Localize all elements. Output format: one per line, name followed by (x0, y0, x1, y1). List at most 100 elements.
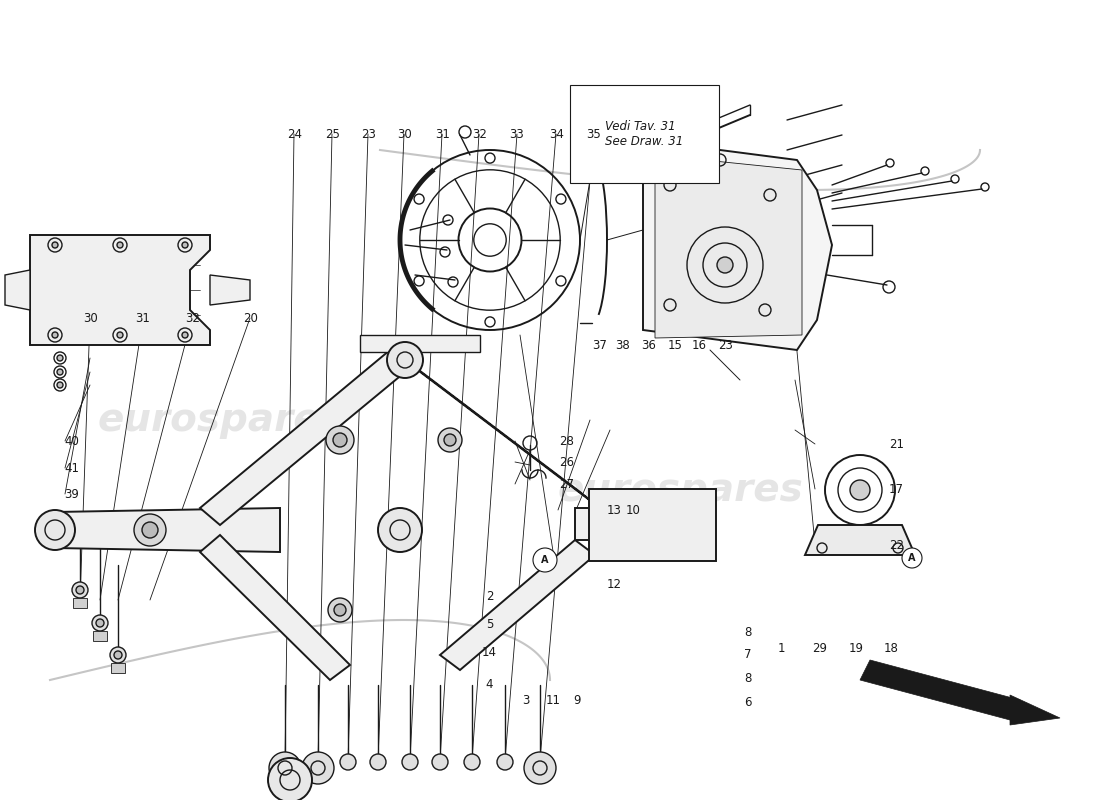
Circle shape (534, 548, 557, 572)
Polygon shape (200, 350, 410, 525)
Circle shape (270, 752, 301, 784)
Circle shape (114, 651, 122, 659)
Circle shape (497, 754, 513, 770)
Text: 26: 26 (559, 456, 574, 469)
Text: 35: 35 (586, 128, 602, 141)
Circle shape (340, 754, 356, 770)
Text: 34: 34 (549, 128, 564, 141)
Text: 22: 22 (889, 539, 904, 552)
Text: 11: 11 (546, 694, 561, 706)
Circle shape (328, 598, 352, 622)
Polygon shape (644, 140, 832, 350)
Text: 30: 30 (82, 312, 98, 325)
Circle shape (370, 754, 386, 770)
Polygon shape (654, 155, 802, 338)
Polygon shape (210, 275, 250, 305)
Text: 14: 14 (482, 646, 497, 658)
Circle shape (92, 615, 108, 631)
Polygon shape (1010, 695, 1060, 725)
Circle shape (110, 647, 126, 663)
Text: 17: 17 (889, 483, 904, 496)
Circle shape (182, 332, 188, 338)
Circle shape (52, 242, 58, 248)
Circle shape (117, 242, 123, 248)
Circle shape (378, 508, 422, 552)
Text: 24: 24 (287, 128, 303, 141)
Circle shape (334, 604, 346, 616)
Text: 32: 32 (472, 128, 487, 141)
Text: 8: 8 (745, 626, 751, 638)
Circle shape (134, 514, 166, 546)
Circle shape (76, 586, 84, 594)
Bar (94, 631, 107, 641)
Circle shape (302, 752, 334, 784)
Text: 8: 8 (745, 672, 751, 685)
Text: 4: 4 (486, 678, 493, 690)
Text: eurospares: eurospares (557, 471, 803, 509)
Circle shape (35, 510, 75, 550)
Circle shape (464, 754, 480, 770)
Text: 12: 12 (606, 578, 621, 590)
Polygon shape (30, 235, 210, 345)
Text: 25: 25 (324, 128, 340, 141)
Polygon shape (440, 540, 595, 670)
Text: 23: 23 (718, 339, 734, 352)
Text: 29: 29 (812, 642, 827, 654)
Polygon shape (860, 660, 1020, 720)
Text: 6: 6 (745, 696, 751, 709)
Text: 10: 10 (626, 504, 641, 517)
Circle shape (182, 242, 188, 248)
Circle shape (326, 426, 354, 454)
Circle shape (432, 754, 448, 770)
Text: 2: 2 (486, 590, 493, 602)
Polygon shape (360, 335, 480, 352)
Polygon shape (395, 352, 600, 508)
Text: 15: 15 (668, 339, 683, 352)
Text: 36: 36 (641, 339, 657, 352)
Text: Vedi Tav. 31
See Draw. 31: Vedi Tav. 31 See Draw. 31 (605, 120, 683, 148)
Text: 28: 28 (559, 435, 574, 448)
Circle shape (387, 342, 424, 378)
Text: 5: 5 (486, 618, 493, 630)
Circle shape (96, 619, 104, 627)
Circle shape (438, 428, 462, 452)
Text: 20: 20 (243, 312, 258, 325)
Text: 30: 30 (397, 128, 412, 141)
Text: 32: 32 (185, 312, 200, 325)
Circle shape (142, 522, 158, 538)
Text: 13: 13 (606, 504, 621, 517)
Circle shape (902, 548, 922, 568)
Bar (73, 598, 87, 608)
Text: 31: 31 (434, 128, 450, 141)
Text: 1: 1 (778, 642, 784, 654)
Polygon shape (6, 270, 30, 310)
Text: 18: 18 (883, 642, 899, 654)
Circle shape (444, 434, 456, 446)
Circle shape (268, 758, 312, 800)
Text: 37: 37 (592, 339, 607, 352)
Text: 23: 23 (361, 128, 376, 141)
Text: 7: 7 (745, 648, 751, 661)
Circle shape (402, 754, 418, 770)
Circle shape (717, 257, 733, 273)
Circle shape (117, 332, 123, 338)
Text: eurospares: eurospares (97, 401, 343, 439)
Text: 9: 9 (574, 694, 581, 706)
Circle shape (72, 582, 88, 598)
Text: 41: 41 (64, 462, 79, 474)
Circle shape (57, 382, 63, 388)
Polygon shape (805, 525, 915, 555)
Text: 33: 33 (509, 128, 525, 141)
Circle shape (57, 369, 63, 375)
Circle shape (333, 433, 346, 447)
Text: 19: 19 (848, 642, 864, 654)
Text: 31: 31 (135, 312, 151, 325)
Text: 3: 3 (522, 694, 529, 706)
Text: 27: 27 (559, 478, 574, 490)
Polygon shape (575, 508, 690, 540)
Circle shape (57, 355, 63, 361)
Text: A: A (909, 553, 915, 563)
Text: 40: 40 (64, 435, 79, 448)
Bar (111, 663, 125, 673)
Circle shape (850, 480, 870, 500)
